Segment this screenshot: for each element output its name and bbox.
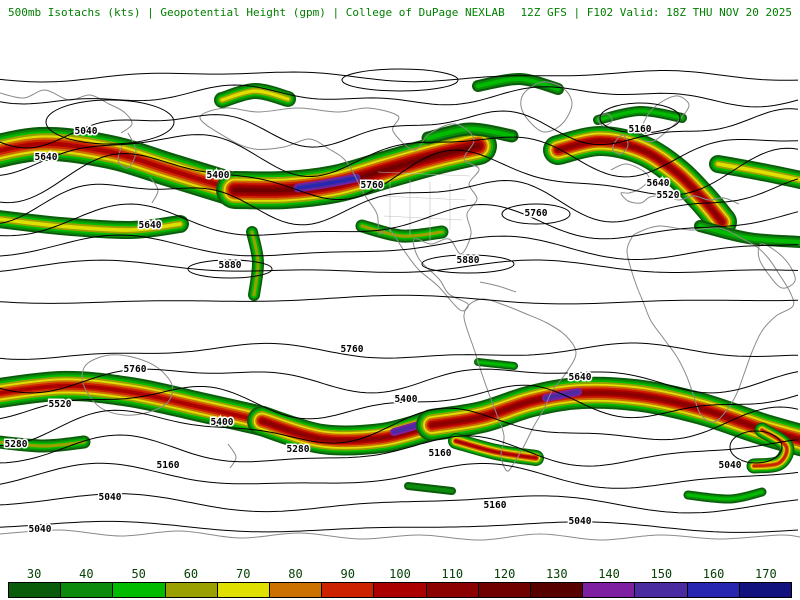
contour-label: 5280: [5, 439, 28, 450]
colorbar-tick-label: 80: [288, 567, 303, 581]
colorbar-tick-label: 140: [598, 567, 620, 581]
contour-label: 5760: [525, 208, 548, 219]
contour-label: 5040: [29, 524, 52, 535]
colorbar-scale: [8, 582, 792, 598]
contour-label: 5640: [139, 220, 162, 231]
isotach-legend: 30 40 50 60 70 80 90 100 110 120 130 140 150 160 170: [8, 567, 792, 598]
contour-label: 5400: [395, 394, 418, 405]
colorbar-segment: [425, 583, 478, 597]
contour-label: 5880: [219, 260, 242, 271]
colorbar-tick-label: 160: [702, 567, 725, 581]
colorbar-tick-label: 30: [26, 567, 42, 581]
colorbar-segment: [477, 583, 531, 597]
colorbar-segment: [216, 583, 270, 597]
colorbar-segment: [9, 583, 61, 597]
contour-label: 5280: [287, 444, 310, 455]
colorbar-segment: [112, 583, 165, 597]
contour-label: 5160: [484, 500, 507, 511]
colorbar-tick-label: 50: [131, 567, 146, 581]
colorbar-segment: [321, 583, 374, 597]
contour-label: 5640: [35, 152, 58, 163]
contour-label: 5520: [657, 190, 680, 201]
contour-label: 5760: [124, 364, 147, 375]
contour-label: 5520: [49, 399, 72, 410]
contour-label: 5760: [341, 344, 364, 355]
colorbar-segment: [686, 583, 739, 597]
colorbar-segment: [60, 583, 113, 597]
colorbar-tick-label: 130: [545, 567, 568, 581]
contour-label: 5400: [211, 417, 234, 428]
contour-label: 5040: [75, 126, 98, 137]
colorbar-tick-label: 90: [340, 567, 355, 581]
colorbar-ticks: 30 40 50 60 70 80 90 100 110 120 130 140 150 160 170: [8, 567, 792, 581]
colorbar-tick-label: 150: [650, 567, 673, 581]
contour-label: 5760: [361, 180, 384, 191]
contour-label: 5040: [99, 492, 122, 503]
colorbar-tick-label: 170: [755, 567, 777, 581]
contour-label: 5160: [629, 124, 652, 135]
contour-label: 5640: [647, 178, 670, 189]
colorbar-tick-label: 40: [79, 567, 94, 581]
contour-label: 5400: [207, 170, 230, 181]
colorbar-segment: [164, 583, 217, 597]
colorbar-segment: [582, 583, 635, 597]
contour-label: 5160: [157, 460, 180, 471]
colorbar-segment: [269, 583, 322, 597]
title-bar: 500mb Isotachs (kts) | Geopotential Heig…: [8, 6, 792, 19]
contour-label: 5160: [429, 448, 452, 459]
colorbar-segment: [530, 583, 583, 597]
colorbar-tick-label: 120: [493, 567, 516, 581]
contour-label: 5880: [457, 255, 480, 266]
colorbar-segment: [373, 583, 426, 597]
colorbar-tick-label: 60: [183, 567, 199, 581]
colorbar-segment: [634, 583, 687, 597]
colorbar-tick-label: 70: [235, 567, 251, 581]
model-run-info: 12Z GFS | F102 Valid: 18Z THU NOV 20 202…: [520, 6, 792, 19]
colorbar-tick-label: 100: [389, 567, 411, 581]
colorbar-tick-label: 110: [441, 567, 464, 581]
colorbar-segment: [738, 583, 792, 597]
contour-label: 5640: [569, 372, 592, 383]
contour-label: 5040: [569, 516, 592, 527]
product-title: 500mb Isotachs (kts) | Geopotential Heig…: [8, 6, 505, 19]
contour-label: 5040: [719, 460, 742, 471]
